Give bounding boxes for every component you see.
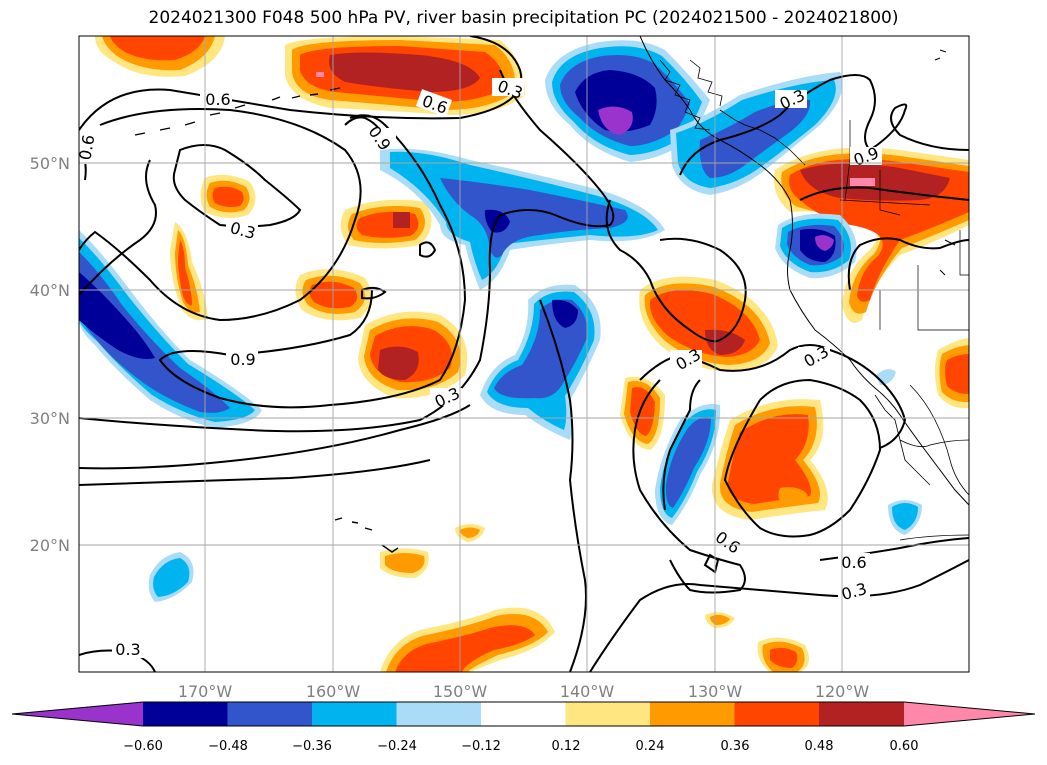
contour-label: 0.9 [230, 350, 255, 369]
lat-label: 50°N [30, 154, 70, 173]
warm-blob-125w-25n [711, 399, 828, 520]
colorbar-segment [143, 702, 228, 726]
lon-label: 130°W [688, 682, 743, 701]
colorbar-tick: −0.48 [208, 739, 248, 754]
colorbar-tick: −0.12 [461, 739, 501, 754]
colorbar-segment [481, 702, 566, 726]
lon-label: 120°W [815, 682, 870, 701]
colorbar-tick: −0.60 [123, 739, 163, 754]
lon-label: 140°W [560, 682, 615, 701]
lat-label: 20°N [30, 536, 70, 555]
cool-blob-small [148, 369, 922, 602]
colorbar-tick: 0.12 [552, 739, 581, 754]
colorbar-segment [650, 702, 735, 726]
colorbar-extend-max [904, 702, 1035, 726]
colorbar-outline [11, 701, 1036, 727]
warm-blob-bottom-center [380, 607, 555, 672]
map-title: 2024021300 F048 500 hPa PV, river basin … [148, 8, 899, 28]
lon-label: 150°W [433, 682, 488, 701]
contour-label: 0.6 [841, 553, 866, 572]
colorbar-segment [819, 702, 904, 726]
colorbar-tick: 0.60 [890, 739, 919, 754]
cool-blob-125w-43n [775, 213, 857, 279]
colorbar-segment [565, 702, 651, 726]
warm-blob-small [455, 524, 809, 672]
cool-blob-130w-27n [655, 404, 721, 525]
warm-blob-155w-45n [340, 199, 432, 249]
warm-blob-top-left [95, 36, 225, 77]
colorbar-tick: 0.24 [636, 739, 665, 754]
warm-blob-168w-40n [170, 222, 208, 321]
coastlines [134, 36, 969, 553]
colorbar [11, 701, 1036, 727]
warm-blob-130w-37n [639, 276, 778, 372]
warm-blob-153w-35n [358, 311, 468, 399]
lon-labels: 170°W 160°W 150°W 140°W 130°W 120°W [178, 682, 870, 701]
colorbar-segment [396, 702, 482, 726]
colorbar-segment [312, 702, 397, 726]
warm-blob-top-center [285, 36, 525, 115]
lon-label: 170°W [178, 682, 233, 701]
plot-frame [78, 35, 970, 673]
warm-blob-right-35n [935, 338, 969, 409]
warm-blob-170w-47n [200, 174, 256, 218]
cool-band-center [380, 148, 665, 290]
colorbar-segment [734, 702, 820, 726]
colorbar-tick: −0.24 [377, 739, 417, 754]
contour-label: 0.3 [115, 640, 140, 659]
colorbar-segment [227, 702, 313, 726]
colorbar-ticks: −0.60 −0.48 −0.36 −0.24 −0.12 0.12 0.24 … [123, 739, 918, 754]
gridlines [79, 36, 969, 672]
colorbar-tick: 0.48 [805, 739, 834, 754]
colorbar-extend-min [12, 702, 143, 726]
colorbar-tick: −0.36 [292, 739, 332, 754]
lat-label: 40°N [30, 281, 70, 300]
lon-label: 160°W [306, 682, 361, 701]
warm-blob-hawaii [380, 548, 429, 578]
colorbar-tick: 0.36 [721, 739, 750, 754]
lat-label: 30°N [30, 409, 70, 428]
contour-label: 0.6 [205, 90, 230, 109]
pv-contours [79, 36, 969, 672]
contour-label: 0.6 [75, 133, 98, 161]
lat-labels: 50°N 40°N 30°N 20°N [30, 154, 70, 555]
